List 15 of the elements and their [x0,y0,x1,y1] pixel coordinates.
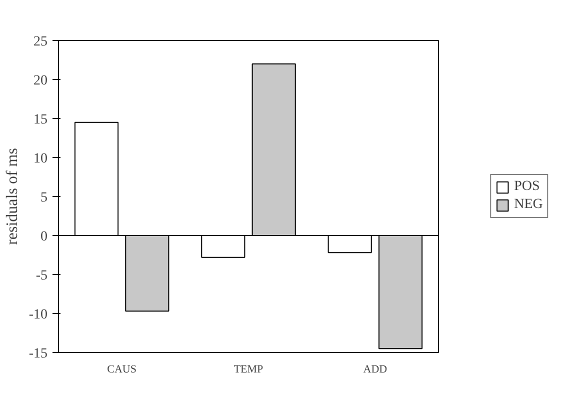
y-axis-title: residuals of ms [4,148,21,245]
x-tick-label: CAUS [107,364,137,376]
y-tick-label: -5 [36,268,48,284]
x-tick-label: TEMP [234,364,264,376]
y-tick-label: 5 [40,190,48,206]
y-tick-label: 25 [34,34,48,50]
y-tick-label: 20 [34,74,48,88]
x-tick-label: ADD [363,364,388,376]
y-tick-label: 0 [40,230,48,244]
legend-label: NEG [514,197,543,213]
y-tick-label: 15 [34,112,48,128]
y-tick-label: -15 [28,346,48,362]
y-tick-label: 10 [34,152,48,166]
y-tick-label: -10 [28,308,48,322]
legend-label: POS [514,179,540,195]
